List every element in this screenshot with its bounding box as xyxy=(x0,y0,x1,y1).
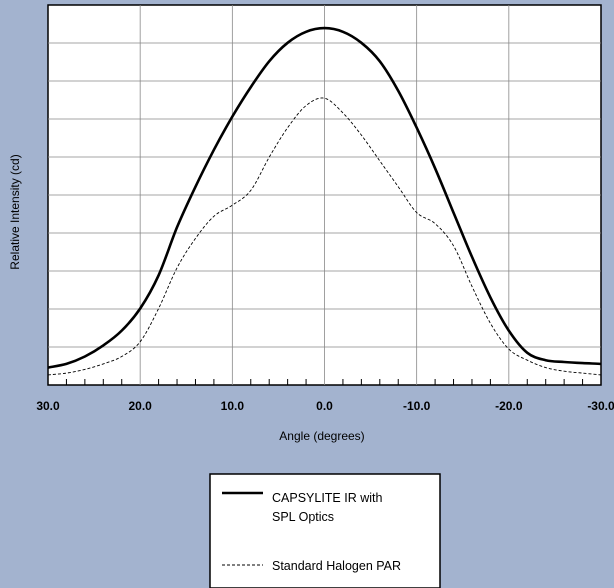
x-tick-label: 20.0 xyxy=(128,399,152,413)
x-tick-label: 30.0 xyxy=(36,399,60,413)
x-tick-label: 10.0 xyxy=(221,399,245,413)
x-tick-label: -10.0 xyxy=(403,399,431,413)
x-tick-label: 0.0 xyxy=(316,399,333,413)
x-tick-labels: 30.0 20.0 10.0 0.0 -10.0 -20.0 -30.0 xyxy=(36,399,614,413)
legend: CAPSYLITE IR with SPL Optics Standard Ha… xyxy=(209,473,441,588)
x-axis-label: Angle (degrees) xyxy=(279,429,364,443)
y-axis-label: Relative Intensity (cd) xyxy=(8,154,22,269)
series-layer xyxy=(47,26,602,376)
series-line-halogen xyxy=(47,97,602,376)
x-tick-label: -30.0 xyxy=(587,399,614,413)
grid-lines xyxy=(48,5,601,385)
minor-ticks xyxy=(65,379,584,385)
legend-label-halogen: Standard Halogen PAR xyxy=(272,559,401,573)
legend-label-capsylite: CAPSYLITE IR with SPL Optics xyxy=(272,491,386,524)
series-line-capsylite xyxy=(47,26,602,369)
x-tick-label: -20.0 xyxy=(495,399,523,413)
